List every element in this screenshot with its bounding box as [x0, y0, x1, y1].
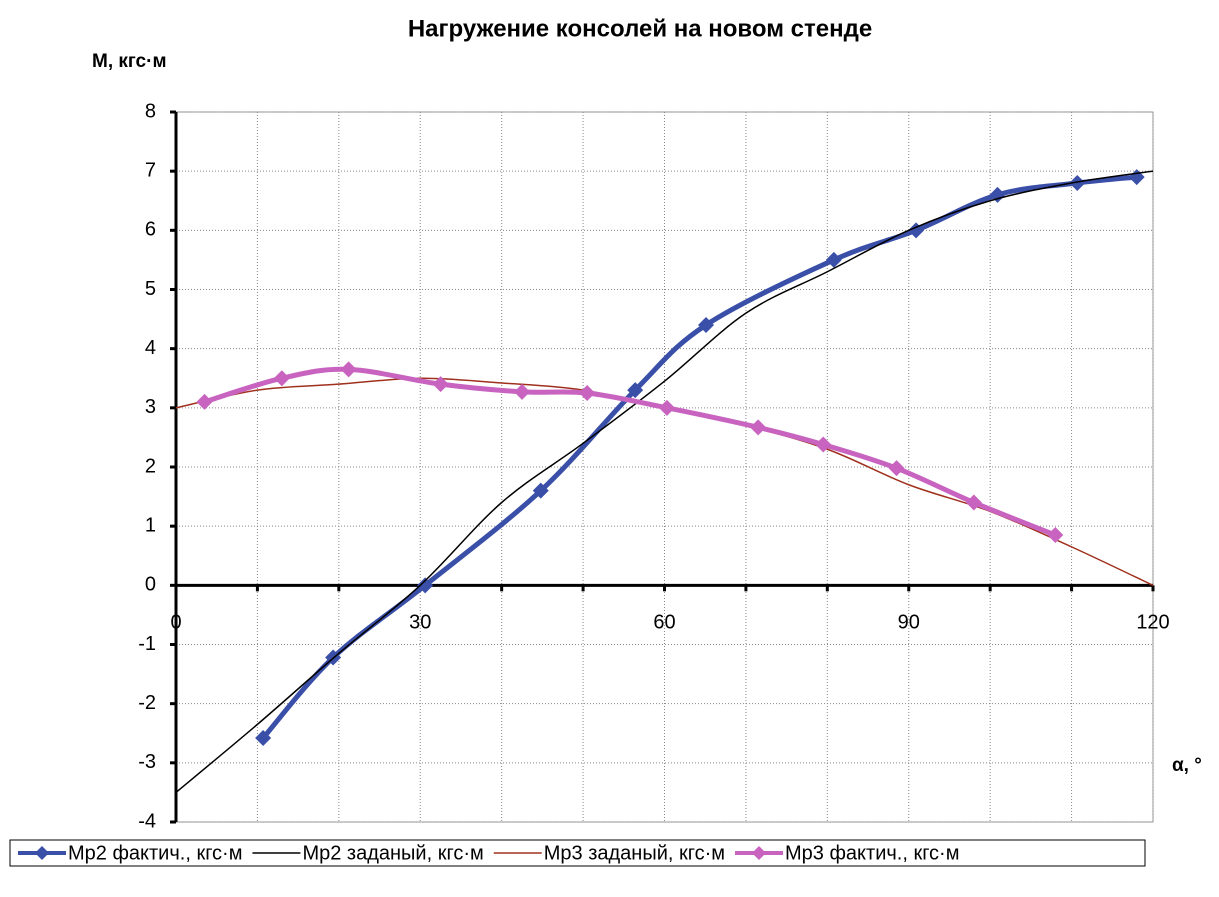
y-tick-label: -2: [138, 692, 156, 714]
y-tick-label: 3: [145, 396, 156, 418]
point: [196, 393, 213, 410]
point: [432, 376, 449, 393]
x-axis-label: α, °: [1172, 755, 1202, 776]
point: [273, 370, 290, 387]
point: [825, 251, 842, 268]
point: [908, 222, 925, 239]
y-tick-label: 4: [145, 337, 156, 359]
point: [815, 436, 832, 453]
legend-label: Мр2 заданый, кгс·м: [302, 842, 483, 864]
point: [888, 460, 905, 477]
legend-label: Мр3 фактич., кгс·м: [785, 842, 959, 864]
point: [698, 317, 715, 333]
y-tick-label: 0: [145, 574, 156, 596]
point: [1047, 527, 1064, 544]
point: [255, 729, 272, 746]
x-tick-label: 30: [409, 612, 431, 634]
point: [965, 494, 982, 511]
y-tick-label: 5: [145, 278, 156, 300]
point: [989, 186, 1006, 203]
chart-title: Нагружение консолей на новом стенде: [408, 15, 872, 42]
y-tick-label: 6: [145, 219, 156, 241]
point: [532, 482, 549, 499]
legend-label: Мр3 заданый, кгс·м: [544, 842, 725, 864]
point: [340, 361, 357, 378]
y-tick-label: 2: [145, 455, 156, 477]
x-tick-label: 90: [898, 612, 920, 634]
y-tick-label: 8: [145, 100, 156, 122]
y-tick-label: -1: [138, 633, 156, 655]
point: [658, 399, 675, 416]
y-tick-label: -3: [138, 751, 156, 773]
x-tick-label: 120: [1136, 612, 1169, 634]
point: [627, 382, 644, 399]
legend-marker: [35, 846, 49, 860]
legend-label: Мр2 фактич., кгс·м: [68, 842, 242, 864]
point: [750, 419, 767, 436]
series-line: [175, 170, 1154, 793]
point: [579, 385, 596, 402]
legend-box: [9, 839, 1146, 867]
x-tick-label: 60: [653, 612, 675, 634]
y-axis-label: М, кгс·м: [92, 51, 167, 72]
point: [1069, 175, 1086, 191]
point: [417, 577, 434, 594]
series-line: [261, 174, 1137, 740]
y-tick-label: -4: [138, 810, 156, 832]
y-tick-label: 7: [145, 159, 156, 181]
point: [514, 383, 531, 400]
x-tick-label: 0: [170, 612, 181, 634]
y-tick-label: 1: [145, 514, 156, 536]
legend-marker: [752, 846, 767, 860]
